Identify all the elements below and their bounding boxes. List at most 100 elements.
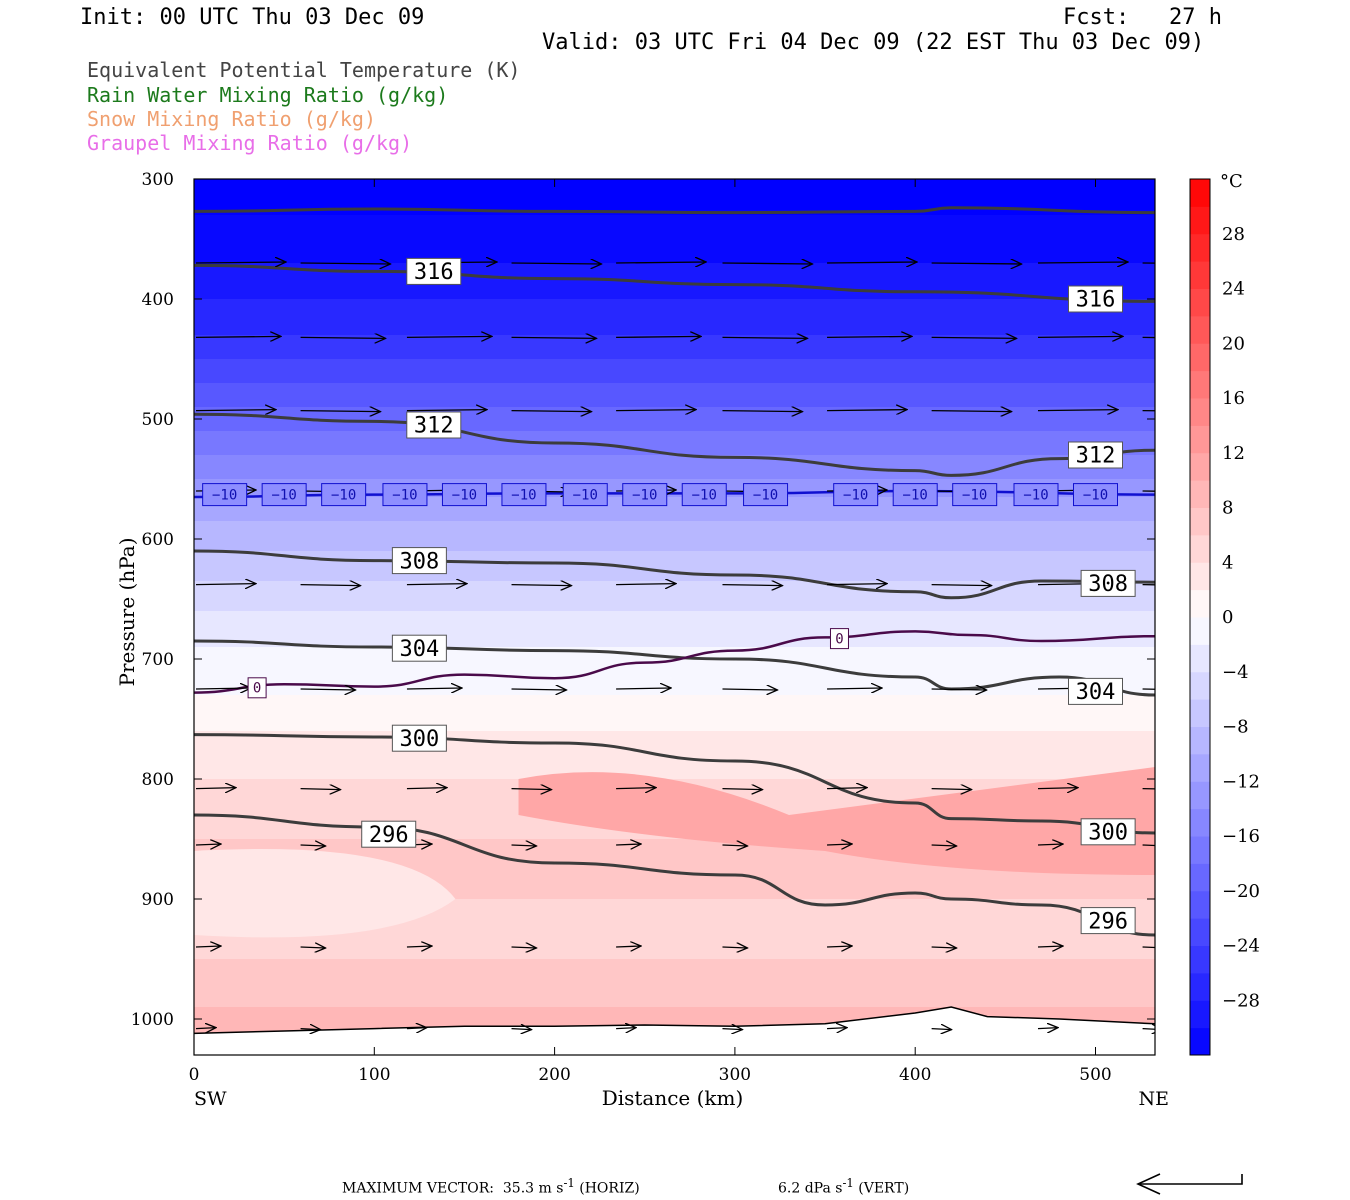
isotherm-minus10-label-box	[202, 483, 248, 507]
colorbar-swatch	[1190, 836, 1210, 864]
wind-vector	[511, 1029, 532, 1030]
wind-vector	[1142, 787, 1155, 790]
isotherm-minus10-label-box	[501, 483, 547, 507]
init-time-label: Init: 00 UTC Thu 03 Dec 09	[80, 5, 425, 30]
theta-e-label: 312	[414, 414, 454, 439]
wind-vector	[616, 688, 671, 689]
isotherm-minus10-label-box	[261, 483, 307, 507]
temperature-band	[194, 521, 1155, 552]
temperature-fill	[194, 179, 1155, 1055]
wind-vector	[1037, 788, 1078, 789]
temperature-band	[194, 731, 1155, 780]
wind-vector	[827, 1028, 847, 1029]
theta-e-label: 300	[400, 727, 440, 752]
theta-e-label: 304	[400, 637, 440, 662]
colorbar-tick-label: 28	[1222, 224, 1245, 245]
colorbar: 28 24 20 16 12 8 4 0 −4 −8 −12 −16 −20 −24 −28 °C	[1189, 171, 1260, 1056]
isotherm-minus10-label-box	[1013, 483, 1059, 507]
colorbar-tick-label: −24	[1222, 936, 1260, 957]
isotherm-minus10-label: −10	[692, 488, 717, 504]
colorbar-tick-label: 8	[1222, 498, 1233, 519]
isotherm-minus10-label: −10	[843, 488, 868, 504]
theta-e-label-box	[1080, 569, 1136, 597]
wind-vector	[827, 844, 852, 845]
colorbar-swatch	[1190, 233, 1210, 262]
colorbar-swatch	[1190, 589, 1210, 618]
wind-vector	[406, 584, 467, 585]
wind-vector	[1037, 844, 1063, 845]
isotherm-minus10-label-box	[562, 483, 608, 507]
wind-vector	[931, 947, 957, 948]
colorbar-swatch	[1190, 179, 1210, 207]
colorbar-swatch	[1190, 644, 1210, 673]
temperature-band	[194, 959, 1155, 1008]
y-tick-label: 500	[142, 410, 174, 430]
plot-frame	[193, 178, 1156, 1056]
wind-vector	[1037, 1028, 1058, 1029]
theta-e-contour-316	[194, 263, 1155, 303]
theta-e-label-box	[1068, 677, 1124, 705]
wind-vector	[1037, 946, 1063, 947]
isotherm-minus10-label: −10	[392, 488, 417, 504]
wind-vector	[722, 947, 747, 948]
x-tick-label: 400	[899, 1065, 931, 1085]
temperature-band	[194, 611, 1155, 648]
theta-e-label-box	[1080, 907, 1136, 935]
colorbar-swatch	[1190, 972, 1210, 1001]
temperature-band	[194, 455, 1155, 480]
x-tick-label: 500	[1079, 1065, 1111, 1085]
theta-e-label: 304	[1076, 680, 1116, 705]
colorbar-swatch	[1190, 1000, 1210, 1029]
wind-vector	[195, 410, 276, 411]
temperature-band	[194, 215, 1155, 264]
isotherm-minus10-label-box	[833, 483, 879, 507]
reference-arrow-shaft	[1140, 1174, 1243, 1185]
legend-snow: Snow Mixing Ratio (g/kg)	[87, 107, 376, 131]
vert-suffix: (VERT)	[858, 1180, 910, 1197]
isotherm-minus10-label-box	[681, 483, 727, 507]
wind-vector	[300, 689, 356, 690]
theta-e-contour-320	[194, 206, 1155, 215]
colorbar-unit: °C	[1220, 171, 1243, 192]
isotherm-minus10-label: −10	[452, 488, 477, 504]
temperature-band	[194, 647, 1155, 696]
max-vector-label: MAXIMUM VECTOR:	[342, 1180, 494, 1197]
wind-vector	[931, 845, 957, 846]
temperature-band	[194, 335, 1155, 360]
isotherm-zero-label: 0	[253, 681, 261, 697]
colorbar-swatch	[1190, 288, 1210, 317]
wind-vector	[931, 585, 992, 586]
wind-vector	[931, 689, 987, 690]
wind-vector	[195, 688, 251, 689]
isotherm-minus10-label-box	[441, 483, 487, 507]
wind-vector	[1037, 336, 1123, 337]
wind-vector	[616, 410, 696, 411]
warm-pocket	[518, 767, 1155, 875]
colorbar-tick-label: 4	[1222, 552, 1233, 573]
colorbar-swatch	[1190, 261, 1210, 289]
colorbar-swatch	[1190, 671, 1210, 700]
wind-vector	[511, 845, 537, 846]
temperature-band	[194, 299, 1155, 336]
wind-vector	[616, 844, 641, 845]
wind-vector	[195, 1028, 216, 1029]
wind-vector	[827, 262, 917, 263]
horiz-suffix: (HORIZ)	[579, 1180, 640, 1197]
wind-vector	[195, 336, 281, 337]
x-tick-label: 300	[719, 1065, 751, 1085]
horiz-exponent: -1	[563, 1176, 575, 1190]
wind-vector	[300, 789, 341, 790]
wind-vector	[1142, 490, 1155, 492]
wind-vector	[722, 789, 762, 790]
temperature-band	[194, 695, 1155, 732]
isotherm-minus10-label-box	[382, 483, 428, 507]
ne-label: NE	[1139, 1088, 1170, 1110]
colorbar-swatch	[1190, 206, 1210, 235]
isotherm-minus10-label: −10	[511, 488, 536, 504]
isotherm-zero-label-box	[829, 628, 849, 650]
wind-vector	[1037, 410, 1118, 411]
wind-vector	[195, 844, 221, 845]
wind-vector	[511, 947, 537, 948]
theta-e-label: 296	[1088, 909, 1128, 934]
